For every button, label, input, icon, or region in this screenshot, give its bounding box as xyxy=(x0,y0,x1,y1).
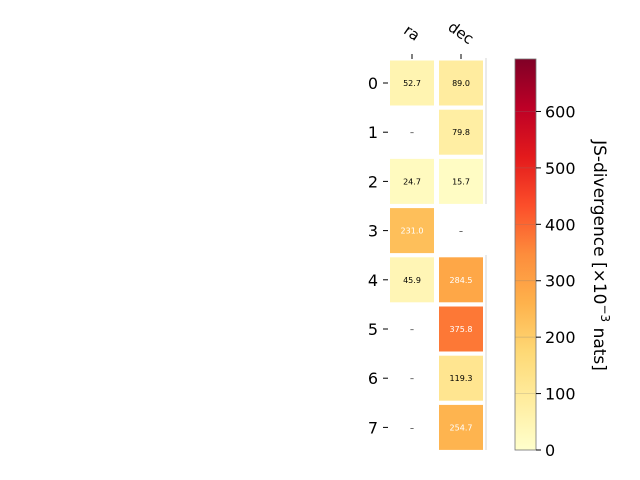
y-tick-label: 3 xyxy=(368,222,378,241)
cell-label: 119.3 xyxy=(450,374,473,383)
cell-label: 15.7 xyxy=(452,177,470,186)
heatmap-cell xyxy=(439,257,483,303)
cell-label-empty: – xyxy=(459,227,463,236)
x-axis: ra dec xyxy=(400,18,477,59)
heatmap-cell xyxy=(390,158,434,204)
cell-label-empty: – xyxy=(410,325,414,334)
cell-label: 375.8 xyxy=(450,325,473,334)
cell-label: 231.0 xyxy=(401,227,424,236)
colorbar-bar xyxy=(514,58,537,451)
cell-label-empty: – xyxy=(410,423,414,432)
colorbar-tick-label: 600 xyxy=(545,102,576,121)
y-axis: 0 1 2 3 4 5 6 7 xyxy=(368,74,388,437)
cell-label-empty: – xyxy=(410,374,414,383)
y-tick-label: 7 xyxy=(368,418,378,437)
x-tick-label: dec xyxy=(445,18,477,48)
colorbar-tick-label: 0 xyxy=(545,441,555,460)
colorbar-tick-label: 100 xyxy=(545,385,576,404)
cell-label: 24.7 xyxy=(403,177,421,186)
colorbar-label: JS-divergence [×10−3 nats] xyxy=(589,139,612,371)
y-tick-label: 2 xyxy=(368,172,378,191)
y-tick-label: 6 xyxy=(368,369,378,388)
heatmap-cell xyxy=(439,404,483,450)
heatmap-cell xyxy=(439,306,483,352)
heatmap-cell xyxy=(439,355,483,401)
cell-label: 89.0 xyxy=(452,79,470,88)
heatmap-cells: 52.7 89.0 – 79.8 24.7 15.7 231.0 – 45.9 284.5 – 375… xyxy=(390,60,483,450)
colorbar-tick-label: 400 xyxy=(545,215,576,234)
heatmap-cell xyxy=(439,60,483,106)
heatmap-cell xyxy=(390,257,434,303)
colorbar-tick-label: 500 xyxy=(545,159,576,178)
cell-label-empty: – xyxy=(410,128,414,137)
y-tick-label: 4 xyxy=(368,271,378,290)
colorbar-label-exponent: −3 xyxy=(598,304,612,322)
y-tick-label: 1 xyxy=(368,123,378,142)
y-tick-label: 5 xyxy=(368,320,378,339)
colorbar-ticks: 0 100 200 300 400 500 600 xyxy=(515,102,576,460)
colorbar-tick-label: 300 xyxy=(545,272,576,291)
heatmap-cell xyxy=(390,60,434,106)
colorbar: 0 100 200 300 400 500 600 JS-divergence [×10−3… xyxy=(514,58,612,460)
cell-label: 79.8 xyxy=(452,128,470,137)
cell-label: 254.7 xyxy=(450,423,473,432)
heatmap-cell xyxy=(439,158,483,204)
heatmap-cell xyxy=(390,208,434,254)
cell-label: 52.7 xyxy=(403,79,421,88)
colorbar-label-unit: nats] xyxy=(589,322,609,371)
colorbar-tick-label: 200 xyxy=(545,328,576,347)
cell-label: 45.9 xyxy=(403,276,421,285)
heatmap-cell xyxy=(439,109,483,155)
y-tick-label: 0 xyxy=(368,74,378,93)
cell-label: 284.5 xyxy=(450,276,473,285)
x-tick-label: ra xyxy=(400,21,423,45)
colorbar-label-main: JS-divergence [×10 xyxy=(589,139,609,304)
